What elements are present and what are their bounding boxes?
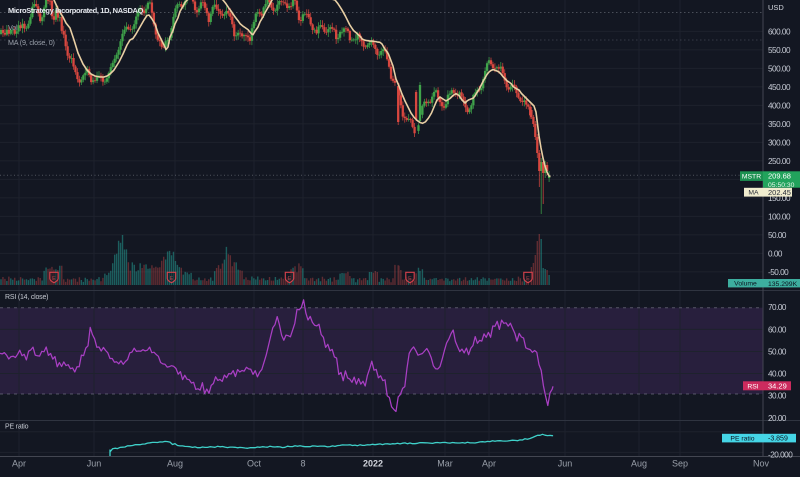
svg-text:-50.00: -50.00 [768, 268, 789, 277]
svg-text:-20.000: -20.000 [768, 451, 793, 460]
svg-text:2022: 2022 [363, 459, 383, 469]
svg-text:50.00: 50.00 [768, 347, 787, 356]
svg-text:150.00: 150.00 [768, 194, 791, 203]
svg-text:PE ratio: PE ratio [730, 436, 754, 443]
svg-text:Mar: Mar [437, 459, 453, 469]
svg-text:30.00: 30.00 [768, 392, 787, 401]
svg-text:500.00: 500.00 [768, 64, 791, 73]
svg-text:60.00: 60.00 [768, 325, 787, 334]
svg-text:40.00: 40.00 [768, 369, 787, 378]
svg-text:E: E [526, 276, 530, 282]
svg-text:E: E [288, 276, 292, 282]
svg-text:MSTR: MSTR [742, 174, 761, 181]
svg-text:100.00: 100.00 [768, 212, 791, 221]
svg-text:MA: MA [748, 190, 759, 197]
svg-text:400.00: 400.00 [768, 101, 791, 110]
svg-text:70.00: 70.00 [768, 303, 787, 312]
svg-text:135.299K: 135.299K [768, 281, 798, 288]
svg-text:PE ratio: PE ratio [5, 424, 29, 431]
svg-text:Nov: Nov [753, 459, 770, 469]
svg-text:USD: USD [768, 3, 784, 12]
svg-text:20.00: 20.00 [768, 414, 787, 423]
svg-text:RSI: RSI [747, 383, 758, 390]
svg-text:Jun: Jun [87, 459, 102, 469]
svg-text:34.29: 34.29 [768, 382, 787, 391]
svg-text:Apr: Apr [482, 459, 496, 469]
svg-text:Aug: Aug [167, 459, 183, 469]
svg-text:209.68: 209.68 [768, 172, 791, 181]
svg-text:MicroStrategy Incorporated, 1D: MicroStrategy Incorporated, 1D, NASDAQ [8, 6, 144, 15]
svg-text:Vol: Vol [8, 23, 18, 32]
svg-text:E: E [408, 276, 412, 282]
svg-text:550.00: 550.00 [768, 46, 791, 55]
svg-text:300.00: 300.00 [768, 138, 791, 147]
svg-text:E: E [170, 276, 174, 282]
svg-text:Jun: Jun [558, 459, 573, 469]
svg-text:202.45: 202.45 [768, 188, 791, 197]
svg-text:Aug: Aug [631, 459, 647, 469]
svg-text:MA (9, close, 0): MA (9, close, 0) [8, 38, 55, 47]
svg-text:E: E [52, 276, 56, 282]
svg-text:0.00: 0.00 [768, 249, 783, 258]
svg-text:Volume: Volume [734, 281, 757, 288]
svg-text:Oct: Oct [247, 459, 262, 469]
svg-text:05:50:30: 05:50:30 [768, 182, 795, 189]
svg-text:450.00: 450.00 [768, 83, 791, 92]
svg-text:Apr: Apr [12, 459, 26, 469]
svg-text:Sep: Sep [672, 459, 688, 469]
svg-text:50.00: 50.00 [768, 231, 787, 240]
svg-text:250.00: 250.00 [768, 157, 791, 166]
svg-text:350.00: 350.00 [768, 120, 791, 129]
svg-text:-3.859: -3.859 [768, 436, 788, 443]
svg-text:600.00: 600.00 [768, 27, 791, 36]
svg-text:RSI (14, close): RSI (14, close) [5, 294, 48, 301]
svg-text:8: 8 [300, 459, 305, 469]
